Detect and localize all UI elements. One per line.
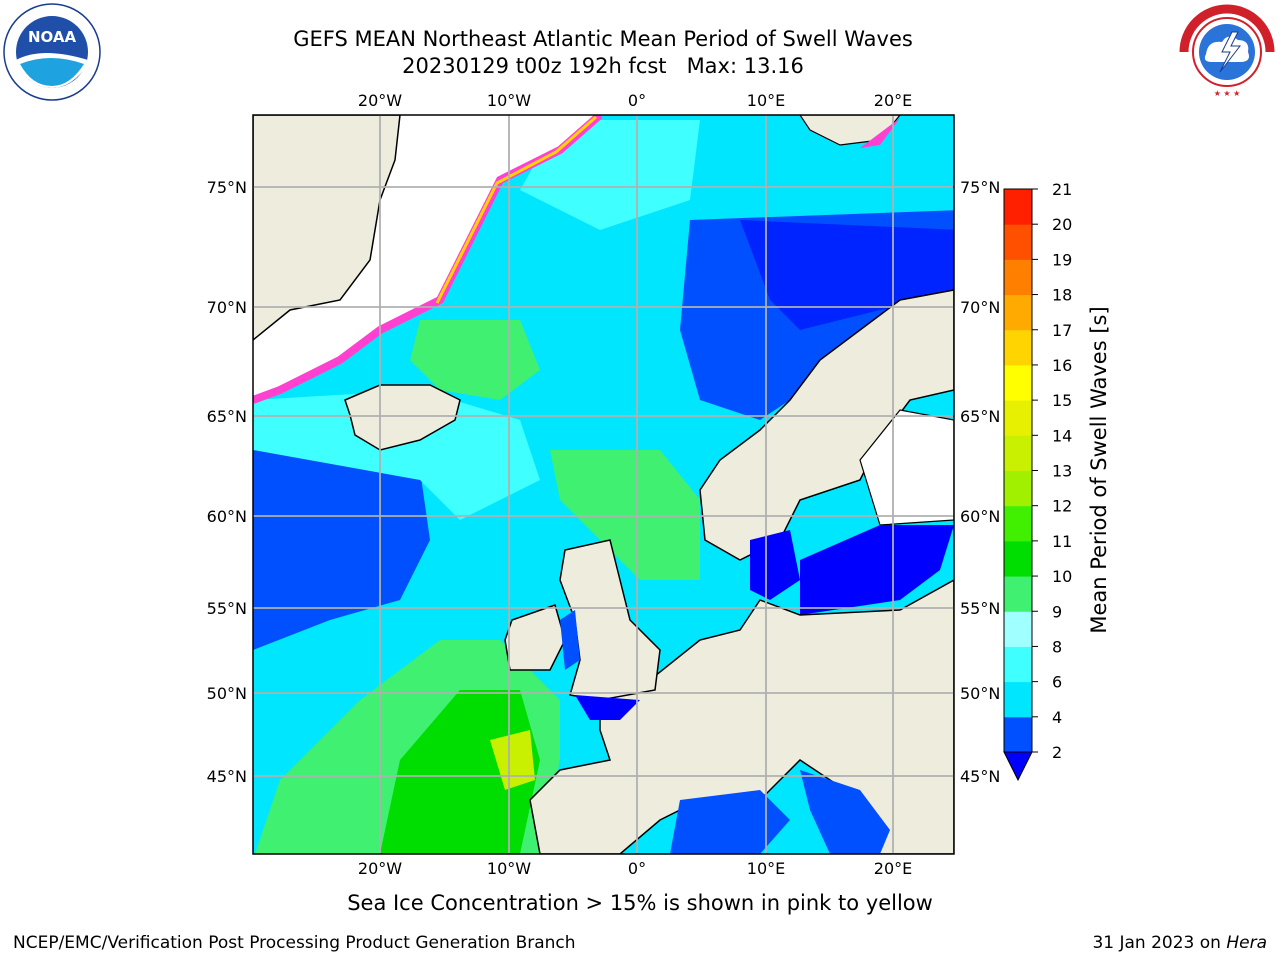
land-iceland	[344, 384, 461, 451]
colorbar-tick-label: 8	[1052, 637, 1062, 656]
swell-region-longerperiod-biscay-core	[380, 690, 540, 854]
swell-region-moderate-iceland	[253, 390, 540, 520]
lon-label-bottom: 20°E	[874, 859, 912, 878]
colorbar-tick-label: 16	[1052, 356, 1072, 375]
lon-label-top: 0°	[628, 91, 646, 110]
colorbar-tick-label: 15	[1052, 391, 1072, 410]
colorbar-tick-label: 18	[1052, 286, 1072, 305]
colorbar-tick-label: 13	[1052, 462, 1072, 481]
colorbar-segment	[1004, 259, 1032, 296]
chart-subtitle: 20230129 t00z 192h fcst Max: 13.16	[402, 54, 804, 78]
footer-credit: NCEP/EMC/Verification Post Processing Pr…	[13, 933, 576, 953]
lat-label-left: 75°N	[207, 178, 247, 197]
lat-label-left: 60°N	[207, 507, 247, 526]
lat-label-left: 55°N	[207, 599, 247, 618]
colorbar-segment	[1004, 681, 1032, 718]
lon-label-top: 10°W	[487, 91, 531, 110]
colorbar-segment	[1004, 435, 1032, 471]
colorbar-segment	[1004, 470, 1032, 507]
lat-label-right: 75°N	[960, 178, 1000, 197]
lon-label-bottom: 10°E	[747, 859, 785, 878]
swell-region-lowperiod-mediterranean	[670, 790, 790, 854]
noaa-logo-text: NOAA	[28, 28, 77, 46]
colorbar-segment	[1004, 364, 1032, 401]
lat-label-right: 65°N	[960, 407, 1000, 426]
map-plot-area	[253, 115, 954, 854]
colorbar-segment	[1004, 400, 1032, 436]
swell-region-lowperiod-adriatic	[800, 770, 890, 854]
land-ireland	[504, 604, 566, 671]
colorbar-tick-label: 11	[1052, 532, 1072, 551]
colorbar-tick-label: 2	[1052, 743, 1062, 762]
sea-ice-svalbard	[860, 118, 900, 148]
colorbar-tick-label: 17	[1052, 321, 1072, 340]
colorbar-label: Mean Period of Swell Waves [s]	[1087, 306, 1111, 633]
lat-label-left: 65°N	[207, 407, 247, 426]
colorbar-segment	[1004, 329, 1032, 366]
footer-date: 31 Jan 2023 on Hera	[1092, 933, 1267, 953]
colorbar-segment	[1004, 540, 1032, 577]
colorbar-tick-label: 14	[1052, 426, 1072, 445]
svg-text:★ ★ ★: ★ ★ ★	[1214, 89, 1241, 98]
colorbar-segment	[1004, 716, 1032, 753]
lat-label-right: 55°N	[960, 599, 1000, 618]
colorbar-tick-label: 10	[1052, 567, 1072, 586]
lat-label-right: 60°N	[960, 507, 1000, 526]
colorbar: 2 4 6 8 9 10 11 12 13 14 15 16 17 18 19 20 21	[1003, 180, 1072, 782]
lon-label-bottom: 20°W	[358, 859, 402, 878]
footer-host: Hera	[1226, 933, 1267, 953]
chart-title: GEFS MEAN Northeast Atlantic Mean Period…	[293, 27, 913, 51]
lat-label-left: 50°N	[207, 684, 247, 703]
swell-region-verylow-baltic	[800, 525, 954, 615]
nws-logo: ★ ★ ★	[1179, 4, 1275, 100]
colorbar-tick-label: 19	[1052, 250, 1072, 269]
colorbar-segment	[1004, 224, 1032, 260]
swell-region-verylow-channel	[575, 695, 640, 720]
lon-label-bottom: 10°W	[487, 859, 531, 878]
lat-label-left: 45°N	[207, 767, 247, 786]
colorbar-segment	[1004, 646, 1032, 683]
lon-label-bottom: 0°	[628, 859, 646, 878]
swell-region-lowperiod-west-atlantic	[253, 440, 430, 650]
colorbar-segment	[1004, 189, 1032, 225]
swell-region-verylow-skagerrak	[750, 530, 800, 600]
colorbar-segment	[1004, 505, 1032, 542]
graticule	[253, 115, 954, 854]
lat-label-right: 70°N	[960, 298, 1000, 317]
sea-ice-caption: Sea Ice Concentration > 15% is shown in …	[347, 891, 933, 915]
lat-label-left: 70°N	[207, 298, 247, 317]
swell-region-lowperiod-irish-sea	[560, 610, 580, 670]
noaa-logo: NOAA	[3, 3, 101, 101]
colorbar-segment	[1004, 294, 1032, 331]
lat-label-right: 45°N	[960, 767, 1000, 786]
lon-label-top: 20°W	[358, 91, 402, 110]
colorbar-extend-triangle	[1003, 751, 1033, 782]
colorbar-tick-label: 21	[1052, 180, 1072, 199]
map-frame	[252, 114, 955, 855]
lon-label-top: 20°E	[874, 91, 912, 110]
swell-region-longperiod-norwegian	[410, 320, 540, 400]
colorbar-tick-label: 4	[1052, 708, 1062, 727]
lon-label-top: 10°E	[747, 91, 785, 110]
land-greenland	[253, 115, 401, 341]
swell-region-longperiod-north-sea	[550, 450, 700, 580]
swell-region-max-period	[490, 730, 535, 790]
colorbar-segment	[1004, 576, 1032, 612]
colorbar-tick-label: 12	[1052, 497, 1072, 516]
colorbar-segment	[1004, 611, 1032, 647]
footer-date-text: 31 Jan 2023 on	[1092, 933, 1227, 953]
colorbar-tick-label: 20	[1052, 215, 1072, 234]
colorbar-tick-label: 9	[1052, 602, 1062, 621]
colorbar-tick-label: 6	[1052, 673, 1062, 692]
lat-label-right: 50°N	[960, 684, 1000, 703]
sea-ice-edge-inner	[435, 115, 597, 304]
